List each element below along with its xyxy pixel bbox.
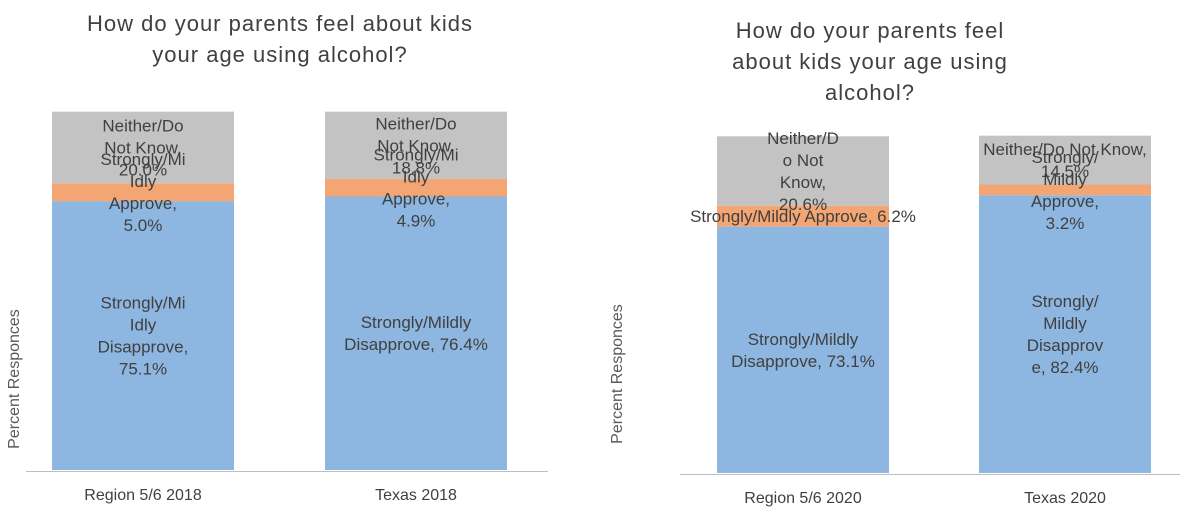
chart-title: How do your parents feel about kids your… [87, 11, 473, 67]
data-label: Neither/Do Not Know, 20.0% [102, 116, 183, 179]
chart-plot-2018: Strongly/Mi Idly Disapprove, 75.1% Strongly/… [52, 111, 507, 504]
bar-strongly-mildly-approve-0 [52, 183, 234, 202]
bar-strongly-mildly-approve-1 [325, 178, 507, 197]
x-tick-label: Texas 2018 [375, 487, 457, 504]
data-label: Neither/Do Not Know, 14.5% [983, 140, 1146, 181]
bar-neither-do-not-know-1 [979, 135, 1151, 185]
data-label: Strongly/Mildly Disapprov e, 82.4% [1027, 292, 1104, 377]
data-label: Neither/D o Not Know, 20.6% [767, 129, 839, 214]
data-label: Neither/Do Not Know, 18.8% [375, 114, 456, 177]
data-label: Strongly/Mildly Approve, 3.2% [1031, 148, 1099, 233]
x-tick-label: Region 5/6 2018 [84, 487, 202, 504]
chart-title: How do your parents feel about kids your… [732, 18, 1008, 105]
data-label: Strongly/Mi Idly Approve, 4.9% [373, 146, 458, 231]
bar-neither-do-not-know-0 [717, 136, 889, 206]
chart-panel-2018: How do your parents feel about kids your… [0, 0, 560, 512]
chart-plot-2020: Strongly/Mildly Disapprove, 73.1% Strongly… [690, 129, 1151, 507]
chart-panel-2020: How do your parents feel about kids your… [609, 0, 1187, 512]
bar-strongly-mildly-approve-0 [717, 205, 889, 227]
bar-neither-do-not-know-0 [52, 111, 234, 184]
bar-strongly-mildly-disapprove-1 [979, 195, 1151, 473]
x-tick-label: Texas 2020 [1024, 490, 1106, 507]
data-label: Strongly/Mildly Approve, 6.2% [690, 207, 916, 226]
x-axis-line [26, 471, 548, 472]
bar-strongly-mildly-disapprove-0 [52, 201, 234, 470]
data-label: Strongly/Mildly Disapprove, 73.1% [731, 330, 875, 371]
bar-strongly-mildly-disapprove-0 [717, 226, 889, 473]
x-axis-line [680, 474, 1180, 475]
data-label: Strongly/Mi Idly Disapprove, 75.1% [98, 294, 189, 379]
data-label: Strongly/Mildly Disapprove, 76.4% [344, 313, 488, 354]
data-label: Strongly/Mi Idly Approve, 5.0% [100, 150, 185, 235]
x-tick-label: Region 5/6 2020 [744, 490, 862, 507]
bar-neither-do-not-know-1 [325, 111, 507, 179]
bar-strongly-mildly-disapprove-1 [325, 196, 507, 470]
bar-strongly-mildly-approve-1 [979, 184, 1151, 196]
